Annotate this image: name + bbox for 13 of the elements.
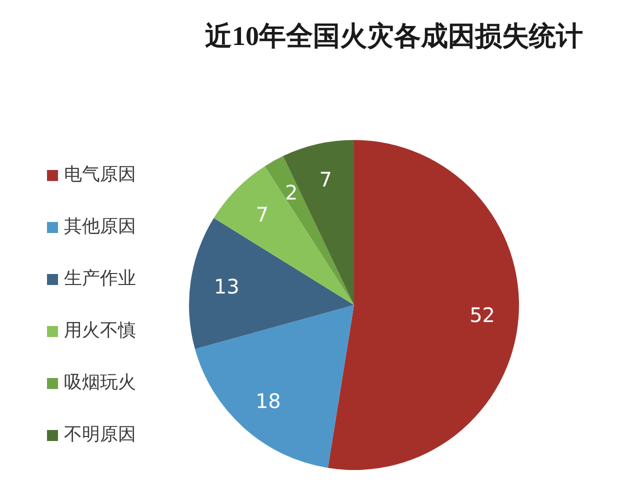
data-label: 2 xyxy=(285,180,298,205)
data-label: 13 xyxy=(214,274,240,299)
data-label: 18 xyxy=(255,388,281,413)
data-label: 7 xyxy=(319,167,332,192)
legend-label: 其他原因 xyxy=(64,215,136,239)
legend-label: 电气原因 xyxy=(64,163,136,187)
legend-label: 生产作业 xyxy=(64,267,136,291)
data-label: 52 xyxy=(470,303,496,328)
legend-label: 用火不慎 xyxy=(64,319,136,343)
legend-label: 不明原因 xyxy=(64,423,136,447)
data-label: 7 xyxy=(256,202,269,227)
legend-label: 吸烟玩火 xyxy=(64,371,136,395)
chart-title: 近10年全国火灾各成因损失统计 xyxy=(204,20,584,53)
